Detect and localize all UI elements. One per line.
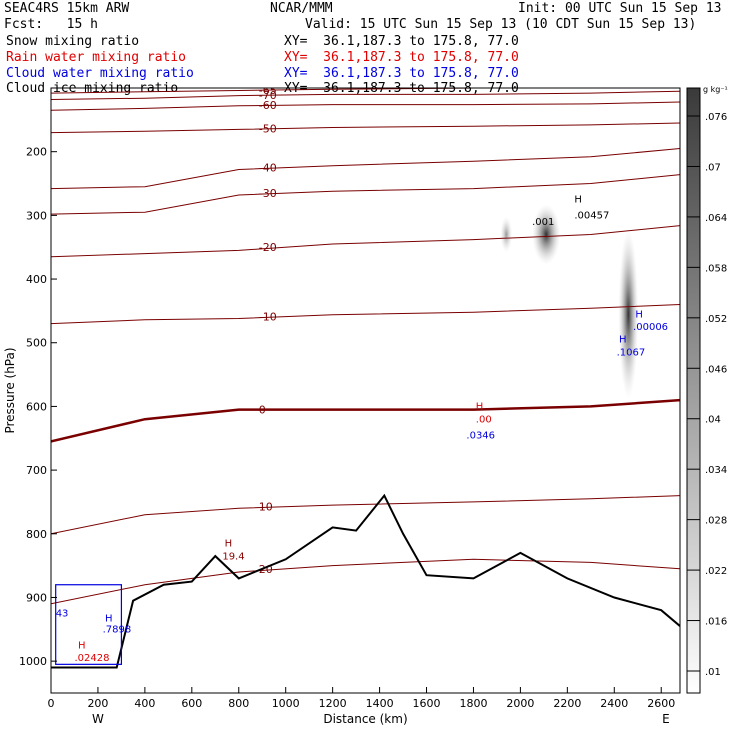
x-tick-label: 400 (134, 697, 155, 710)
field-cloudwater-xy: XY= 36.1,187.3 to 175.8, 77.0 (284, 66, 519, 81)
temperature-contour (51, 88, 572, 94)
y-tick-label: 600 (26, 400, 47, 413)
contour-annotation: H (105, 614, 113, 625)
x-tick-label: 600 (181, 697, 202, 710)
contour-annotation: .7898 (103, 625, 132, 636)
temperature-contour (51, 398, 680, 443)
y-tick-label: 1000 (19, 655, 47, 668)
temperature-contour-label: -60 (259, 99, 277, 112)
temperature-contour (51, 101, 680, 111)
temperature-contour (51, 174, 680, 215)
y-tick-label: 300 (26, 209, 47, 222)
temperature-contour-label: -40 (259, 162, 277, 175)
init-time: Init: 00 UTC Sun 15 Sep 13 (518, 1, 722, 16)
temperature-contour-label: -30 (259, 187, 277, 200)
temperature-contour (51, 90, 680, 100)
colorbar-tick-label: .022 (705, 566, 727, 577)
temperature-contour (51, 558, 680, 605)
colorbar-tick-label: .046 (705, 364, 727, 375)
colorbar (686, 87, 701, 694)
shaded-snow-small (500, 216, 513, 253)
contour-annotation: 43 (56, 609, 69, 620)
x-axis-label: Distance (km) (323, 712, 407, 726)
contour-annotation: .02428 (74, 653, 109, 664)
temperature-contour (51, 122, 680, 134)
y-tick-label: 700 (26, 464, 47, 477)
contour-annotation: .0346 (466, 430, 495, 441)
contour-annotation: H (619, 335, 627, 346)
temperature-contour-label: -65 (259, 84, 277, 97)
x-tick-label: 800 (228, 697, 249, 710)
colorbar-tick-label: .016 (705, 617, 727, 628)
x-tick-label: 1000 (272, 697, 300, 710)
shaded-cloud-ice-upper (532, 204, 561, 265)
field-snow-label: Snow mixing ratio (6, 34, 140, 49)
cloud-water-contour (55, 584, 123, 665)
plot-area: -65-60-70-50-40-30-20-1001020H.00457.001… (51, 84, 680, 669)
temperature-contour (51, 495, 680, 535)
contour-annotation: H (635, 309, 643, 320)
temperature-contour-label: -70 (259, 89, 277, 102)
contour-annotation: H (78, 640, 86, 651)
y-tick-label: 400 (26, 273, 47, 286)
east-label: E (662, 712, 670, 726)
colorbar-tick-label: .052 (705, 314, 727, 325)
x-tick-label: 1800 (459, 697, 487, 710)
temperature-contour-label: 10 (259, 501, 273, 514)
colorbar-tick-label: .064 (705, 213, 727, 224)
valid-time: Valid: 15 UTC Sun 15 Sep 13 (10 CDT Sun … (305, 17, 697, 32)
contour-annotation: H (574, 195, 582, 206)
model-title: SEAC4RS 15km ARW (4, 1, 130, 16)
terrain-line (51, 493, 680, 669)
x-tick-label: 2600 (647, 697, 675, 710)
x-tick-label: 2200 (553, 697, 581, 710)
colorbar-tick-label: .034 (705, 465, 727, 476)
contour-annotation: .00457 (574, 211, 609, 222)
colorbar-tick-label: .058 (705, 263, 727, 274)
y-tick-label: 800 (26, 528, 47, 541)
contour-annotation: .001 (532, 217, 554, 228)
forecast-hour: Fcst: 15 h (4, 17, 98, 32)
colorbar-tick-label: .04 (705, 415, 721, 426)
x-tick-label: 200 (87, 697, 108, 710)
temperature-contour (51, 225, 680, 258)
temperature-contour-label: -50 (259, 122, 277, 135)
y-tick-label: 500 (26, 337, 47, 350)
contour-annotation: .1067 (617, 347, 646, 358)
center-label: NCAR/MMM (270, 1, 333, 16)
contour-annotation: .00 (476, 414, 492, 425)
contour-annotation: .00006 (633, 322, 668, 333)
contour-annotation: H (476, 402, 484, 413)
field-cloudwater-label: Cloud water mixing ratio (6, 66, 194, 81)
field-rain-xy: XY= 36.1,187.3 to 175.8, 77.0 (284, 50, 519, 65)
colorbar-tick-label: .076 (705, 112, 727, 123)
y-axis-label: Pressure (hPa) (3, 347, 17, 433)
temperature-contour-label: -10 (259, 311, 277, 324)
colorbar-tick-label: .07 (705, 162, 721, 173)
field-rain-label: Rain water mixing ratio (6, 50, 187, 65)
x-tick-label: 2400 (600, 697, 628, 710)
x-tick-label: 1200 (319, 697, 347, 710)
colorbar-tick-label: .028 (705, 516, 727, 527)
temperature-contour-label: -20 (259, 241, 277, 254)
field-snow-xy: XY= 36.1,187.3 to 175.8, 77.0 (284, 34, 519, 49)
y-tick-label: 900 (26, 591, 47, 604)
colorbar-tick-label: .01 (705, 667, 721, 678)
contour-annotation: 19.4 (222, 551, 244, 562)
y-tick-label: 200 (26, 146, 47, 159)
west-label: W (92, 712, 104, 726)
x-tick-label: 0 (48, 697, 55, 710)
colorbar-unit: g kg⁻¹ (703, 85, 728, 94)
temperature-contour-label: 0 (259, 404, 266, 417)
plot-frame (50, 87, 681, 694)
temperature-contour (51, 304, 680, 325)
x-tick-label: 1600 (413, 697, 441, 710)
contour-annotation: H (225, 539, 233, 550)
x-tick-label: 2000 (506, 697, 534, 710)
temperature-contour (51, 148, 680, 190)
shaded-cloud-ice-right (618, 229, 639, 400)
x-tick-label: 1400 (366, 697, 394, 710)
